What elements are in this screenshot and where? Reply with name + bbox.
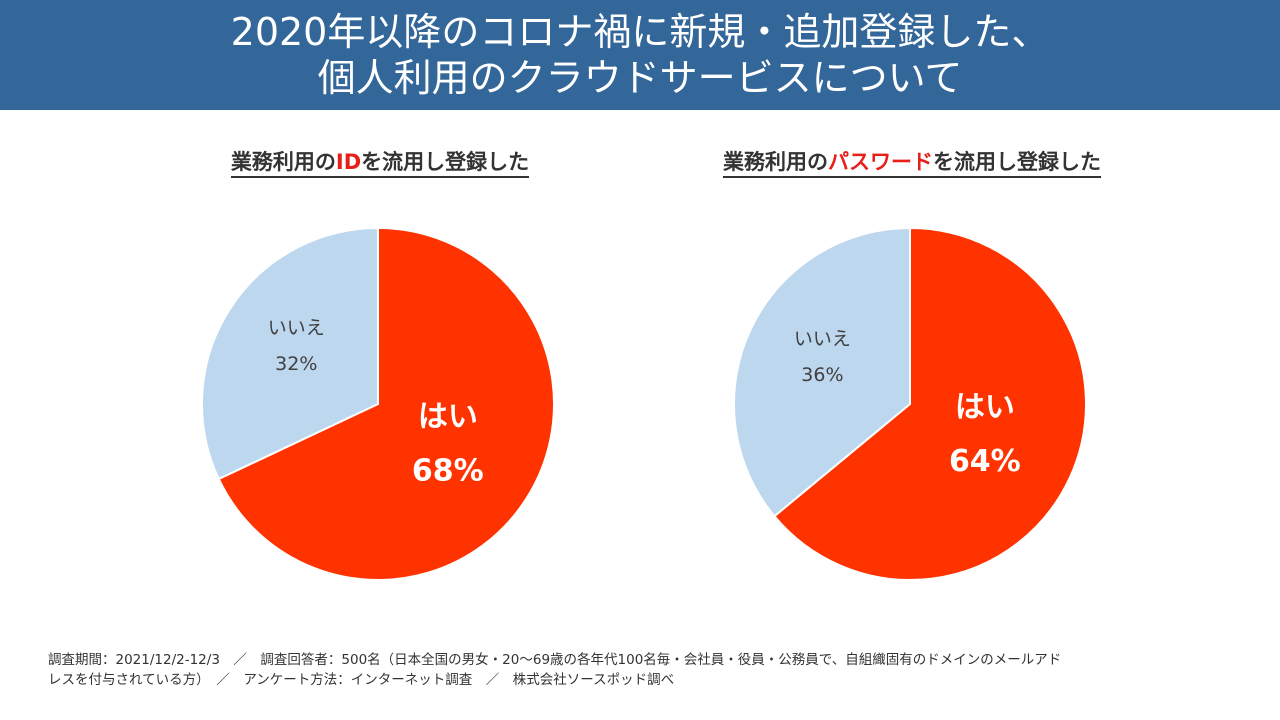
pie-chart-id-reuse: 業務利用のIDを流用し登録した はい 68% いいえ 32%	[100, 140, 660, 610]
slice-label: はい	[418, 399, 478, 434]
title-banner: 2020年以降のコロナ禍に新規・追加登録した、 個人利用のクラウドサービスについ…	[0, 0, 1280, 110]
slice-label: はい	[955, 390, 1015, 425]
chart-title: 業務利用のIDを流用し登録した	[100, 146, 660, 178]
pie-slice-yes	[217, 226, 555, 581]
pie-slice-no	[201, 226, 379, 481]
pie-slice-yes	[772, 226, 1087, 581]
chart-title-prefix: 業務利用の	[723, 150, 828, 178]
pie-svg: はい 68% いいえ 32%	[201, 226, 555, 581]
pie-chart-password-reuse: 業務利用のパスワードを流用し登録した はい 64% いいえ 36%	[632, 140, 1192, 610]
chart-title-prefix: 業務利用の	[230, 150, 336, 178]
slice-value-label: 68%	[412, 453, 484, 488]
chart-title-suffix: を流用し登録した	[933, 150, 1101, 178]
slice-value-label: 36%	[801, 364, 843, 386]
chart-title: 業務利用のパスワードを流用し登録した	[632, 146, 1192, 178]
pie-svg: はい 64% いいえ 36%	[733, 226, 1087, 581]
chart-title-suffix: を流用し登録した	[361, 150, 530, 178]
footnote-line-1: 調査期間：2021/12/2-12/3 ／ 調査回答者：500名（日本全国の男女…	[48, 652, 1062, 668]
chart-title-highlight: パスワード	[828, 150, 933, 178]
pie-slice-no	[733, 226, 911, 518]
page-title-line-1: 2020年以降のコロナ禍に新規・追加登録した、	[230, 10, 1050, 54]
slice-value-label: 32%	[275, 353, 317, 375]
slice-label: いいえ	[268, 317, 325, 339]
slice-label: いいえ	[794, 328, 851, 350]
survey-footnote: 調査期間：2021/12/2-12/3 ／ 調査回答者：500名（日本全国の男女…	[48, 650, 1238, 690]
footnote-line-2: レスを付与されている方） ／ アンケート方法：インターネット調査 ／ 株式会社ソ…	[48, 672, 675, 688]
page-title-line-2: 個人利用のクラウドサービスについて	[317, 56, 963, 100]
chart-title-highlight: ID	[335, 150, 362, 178]
slice-value-label: 64%	[949, 444, 1021, 479]
